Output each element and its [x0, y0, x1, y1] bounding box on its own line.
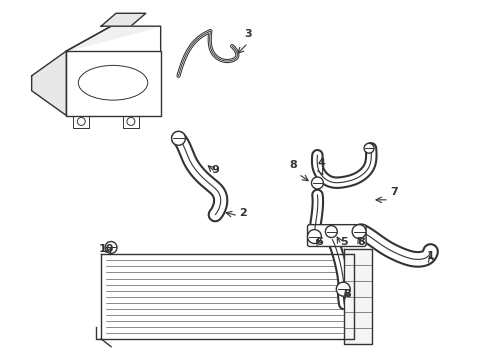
Text: 7: 7: [390, 187, 398, 197]
Polygon shape: [101, 255, 354, 339]
Circle shape: [105, 242, 117, 253]
Text: 5: 5: [341, 238, 348, 247]
Text: 3: 3: [244, 29, 252, 39]
Text: 9: 9: [211, 165, 219, 175]
Circle shape: [352, 225, 366, 239]
Circle shape: [308, 230, 321, 243]
Circle shape: [312, 177, 323, 189]
Circle shape: [172, 131, 185, 145]
Circle shape: [325, 226, 337, 238]
Circle shape: [77, 117, 85, 125]
Polygon shape: [344, 249, 372, 344]
Text: 8: 8: [357, 238, 365, 247]
Polygon shape: [101, 13, 146, 26]
Text: 10: 10: [98, 244, 114, 255]
Text: 8: 8: [343, 289, 351, 299]
Circle shape: [127, 117, 135, 125]
Polygon shape: [66, 26, 161, 51]
Text: 8: 8: [290, 160, 297, 170]
Circle shape: [364, 143, 374, 153]
Text: 2: 2: [239, 208, 247, 218]
FancyBboxPatch shape: [308, 225, 366, 247]
Text: 6: 6: [316, 238, 323, 247]
Text: 1: 1: [427, 251, 435, 261]
Text: 4: 4: [318, 158, 325, 168]
Circle shape: [336, 282, 350, 296]
Polygon shape: [32, 51, 66, 116]
